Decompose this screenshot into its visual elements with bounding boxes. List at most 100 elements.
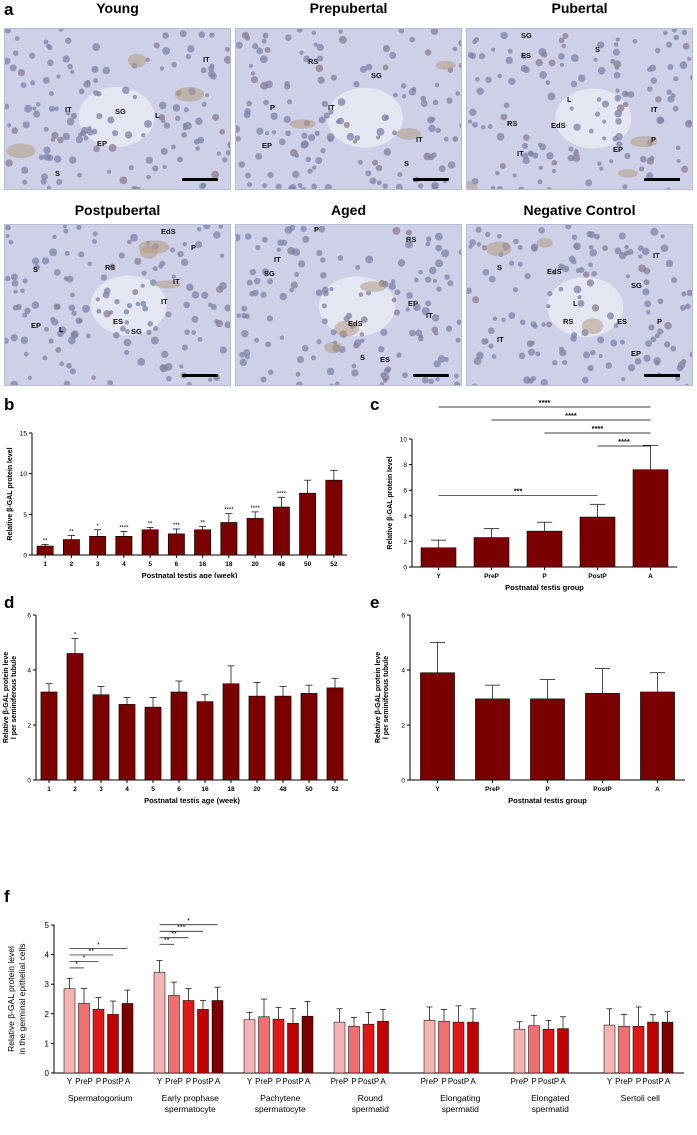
cell-nucleus — [443, 136, 449, 142]
cell-nucleus — [248, 63, 253, 68]
cell-nucleus — [382, 183, 388, 189]
x-tick-label: A — [305, 1077, 311, 1086]
group-label: Early prophase — [162, 1093, 219, 1103]
cell-nucleus — [491, 354, 497, 359]
cell-nucleus — [9, 64, 17, 72]
cell-nucleus — [491, 47, 496, 52]
chart-d: 0 2 4 6 1 2 * 3 4 5 6 16 18 20 48 50 52 Postnatal testis … — [3, 613, 348, 805]
cell-nucleus — [63, 380, 71, 385]
bar — [78, 1003, 90, 1074]
cell-nucleus — [684, 383, 689, 385]
interstitial-tissue — [289, 119, 316, 129]
cell-nucleus — [311, 183, 318, 189]
cell-nucleus — [297, 183, 303, 188]
cell-nucleus — [159, 66, 165, 71]
cell-nucleus — [114, 298, 120, 305]
cell-nucleus — [163, 122, 171, 129]
bar — [579, 516, 616, 568]
bar — [333, 1021, 346, 1074]
x-axis-title: Postnatal testis age (week) — [144, 796, 240, 805]
interstitial-tissue — [334, 320, 360, 337]
x-tick-label: Y — [67, 1077, 73, 1086]
cell-nucleus — [632, 38, 638, 44]
x-tick-label: 1 — [47, 786, 51, 793]
cell-nucleus — [321, 318, 328, 325]
cell-nucleus — [365, 170, 372, 177]
cell-nucleus — [539, 71, 547, 79]
cell-nucleus — [22, 179, 28, 185]
cell-nucleus — [538, 227, 546, 234]
cell-nucleus — [562, 33, 569, 40]
cell-nucleus — [393, 92, 398, 98]
cell-nucleus — [71, 310, 77, 316]
cell-nucleus — [496, 185, 504, 189]
cell-nucleus — [420, 95, 427, 102]
bar — [632, 469, 669, 568]
x-axis-title: Postnatal testis age (week) — [142, 571, 238, 578]
cell-nucleus — [198, 31, 206, 38]
cell-nucleus — [68, 156, 77, 164]
cell-nucleus — [296, 29, 303, 33]
cell-nucleus — [20, 336, 29, 345]
cell-nucleus — [109, 263, 115, 269]
bar — [557, 1028, 569, 1074]
tubule-lumen — [547, 277, 624, 338]
cell-nucleus — [650, 77, 658, 84]
scale-bar — [182, 374, 218, 377]
cell-nucleus — [218, 225, 224, 229]
cell-nucleus — [152, 266, 158, 272]
cell-nucleus — [289, 184, 297, 189]
significance-label: ** — [69, 529, 74, 535]
cell-nucleus — [53, 303, 61, 310]
cell-nucleus — [162, 164, 167, 169]
x-tick-label: 20 — [253, 786, 261, 793]
cell-nucleus — [181, 344, 188, 351]
x-tick-label: 3 — [96, 561, 100, 568]
cell-nucleus — [93, 78, 99, 84]
cell-nucleus — [346, 132, 355, 141]
cell-nucleus — [244, 35, 251, 41]
x-tick-label: Y — [436, 573, 441, 580]
cell-type-label: SG — [521, 31, 532, 40]
cell-nucleus — [135, 301, 141, 307]
cell-nucleus — [170, 247, 176, 253]
micrograph-title: Postpubertal — [74, 202, 161, 218]
cell-nucleus — [303, 55, 310, 63]
cell-nucleus — [56, 74, 61, 79]
cell-nucleus — [267, 171, 274, 179]
cell-nucleus — [644, 300, 652, 308]
cell-nucleus — [500, 113, 508, 121]
significance-label: *** — [173, 523, 181, 529]
cell-nucleus — [250, 76, 259, 84]
cell-nucleus — [637, 245, 644, 251]
cell-nucleus — [602, 119, 607, 124]
cell-nucleus — [46, 185, 51, 189]
cell-nucleus — [517, 261, 523, 267]
cell-nucleus — [517, 245, 523, 251]
cell-nucleus — [52, 234, 57, 240]
cell-nucleus — [124, 320, 130, 325]
cell-nucleus — [165, 311, 172, 318]
cell-nucleus — [215, 319, 224, 328]
cell-nucleus — [643, 279, 650, 286]
cell-nucleus — [484, 339, 489, 344]
cell-nucleus — [588, 128, 594, 134]
cell-nucleus — [446, 97, 453, 104]
cell-nucleus — [596, 97, 602, 102]
cell-nucleus — [180, 258, 189, 267]
cell-nucleus — [256, 47, 264, 55]
cell-nucleus — [376, 127, 385, 136]
cell-nucleus — [469, 239, 476, 246]
cell-nucleus — [24, 104, 33, 113]
interstitial-tissue — [396, 128, 421, 140]
cell-nucleus — [64, 250, 70, 256]
cell-nucleus — [170, 144, 176, 150]
cell-nucleus — [428, 266, 437, 275]
cell-nucleus — [87, 129, 94, 136]
cell-nucleus — [586, 230, 593, 238]
micrograph-title: Prepubertal — [309, 0, 388, 16]
cell-nucleus — [610, 339, 618, 347]
cell-type-label: IT — [328, 103, 335, 112]
cell-nucleus — [571, 234, 578, 240]
cell-nucleus — [428, 378, 435, 385]
